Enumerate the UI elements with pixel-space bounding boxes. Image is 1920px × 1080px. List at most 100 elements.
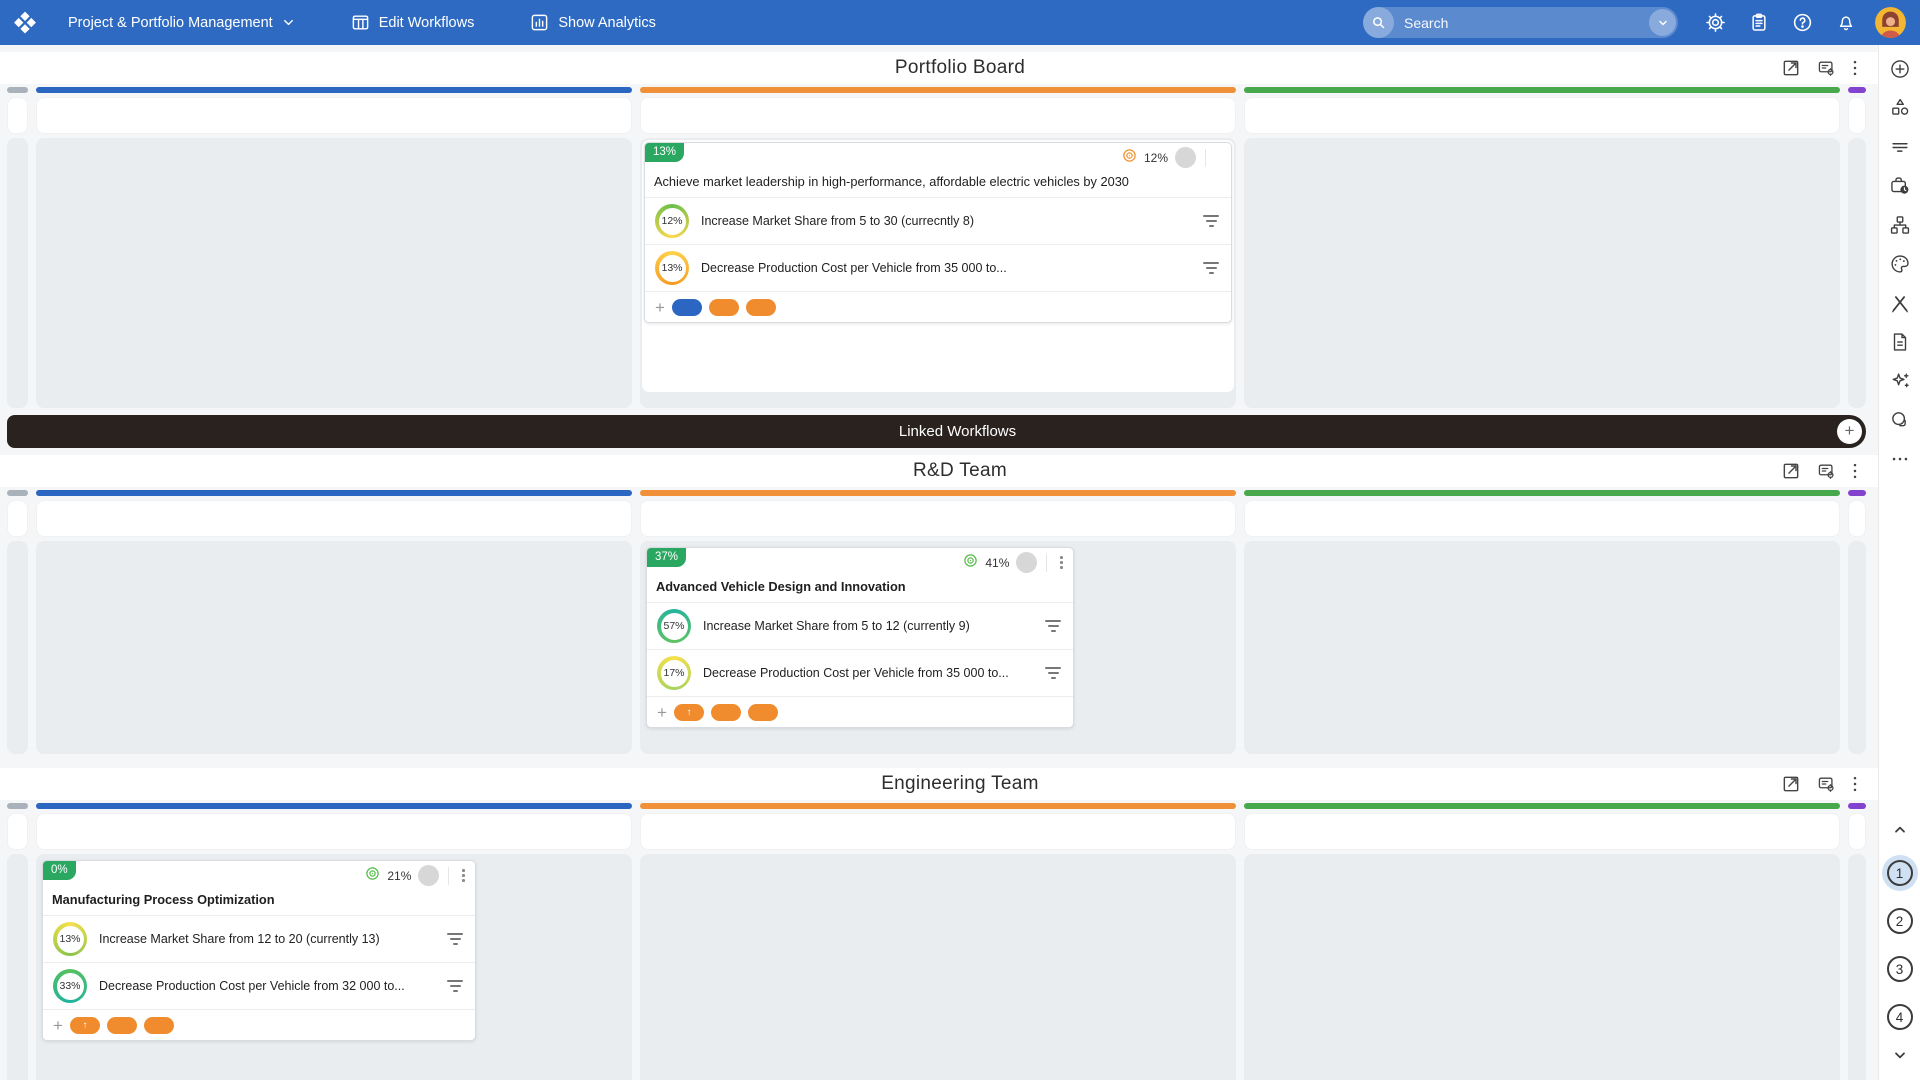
ai-sparkles-icon[interactable] (1889, 370, 1911, 392)
more-options-icon[interactable] (1889, 448, 1911, 470)
top-navbar: Project & Portfolio Management Edit Work… (0, 0, 1920, 45)
column-bar-blue (36, 87, 632, 93)
design-pens-icon[interactable] (1889, 292, 1911, 314)
board-menu-kebab-icon[interactable] (1852, 774, 1858, 794)
workspace-switcher[interactable]: Project & Portfolio Management (68, 15, 295, 31)
card-menu-kebab-icon[interactable] (458, 867, 469, 884)
show-analytics-label: Show Analytics (558, 14, 656, 31)
open-board-icon[interactable] (1781, 58, 1801, 78)
linked-item-pill[interactable] (745, 298, 776, 316)
kr-details-icon[interactable] (1045, 667, 1063, 679)
add-item-icon[interactable] (1889, 58, 1911, 80)
board-cell (640, 854, 1236, 1080)
search-bar[interactable] (1363, 7, 1678, 38)
show-analytics-button[interactable]: Show Analytics (530, 13, 656, 32)
linked-item-pill[interactable] (710, 703, 741, 721)
comments-icon[interactable] (1889, 409, 1911, 431)
kr-details-icon[interactable] (1045, 620, 1063, 632)
column-header-row (7, 97, 1866, 134)
linked-item-pill[interactable] (106, 1016, 137, 1034)
settings-gear-icon[interactable] (1705, 12, 1726, 33)
linked-item-pill[interactable]: ↑ (673, 703, 704, 721)
bar-chart-icon (532, 14, 548, 31)
linked-workflows-label: Linked Workflows (898, 423, 1017, 440)
kr-details-icon[interactable] (1203, 215, 1221, 227)
assignee-avatar[interactable] (1016, 552, 1038, 573)
key-result-row[interactable]: 17% Decrease Production Cost per Vehicle… (647, 650, 1073, 697)
key-result-row[interactable]: 12% Increase Market Share from 5 to 30 (… (645, 198, 1231, 245)
add-key-result-button[interactable]: + (53, 1015, 63, 1035)
board-title: Portfolio Board (894, 57, 1026, 78)
target-percent: 12% (1143, 150, 1168, 165)
search-input[interactable] (1404, 14, 1624, 31)
portfolio-board-section: Portfolio Board (0, 52, 1878, 408)
kr-progress-ring: 57% (657, 609, 691, 643)
objective-card[interactable]: 37% 41% Advanced Vehicle Design and Inno… (646, 547, 1074, 728)
pager-item-1[interactable]: 1 (1881, 855, 1918, 891)
open-board-icon[interactable] (1781, 461, 1801, 481)
key-result-row[interactable]: 33% Decrease Production Cost per Vehicle… (43, 963, 475, 1010)
target-icon (1122, 148, 1137, 168)
add-key-result-button[interactable]: + (655, 297, 665, 317)
edit-workflows-button[interactable]: Edit Workflows (351, 13, 474, 32)
entity-types-icon[interactable] (1889, 97, 1911, 119)
card-menu-kebab-icon[interactable] (1056, 554, 1067, 571)
board-title: R&D Team (913, 460, 1007, 481)
column-header-bars (7, 490, 1866, 496)
pager-item-3[interactable]: 3 (1882, 951, 1918, 987)
target-icon (365, 866, 380, 886)
add-workflow-button[interactable]: + (1837, 419, 1862, 444)
document-icon[interactable] (1889, 331, 1911, 353)
kr-details-icon[interactable] (447, 933, 465, 945)
kr-text: Decrease Production Cost per Vehicle fro… (701, 261, 1007, 275)
assignee-avatar[interactable] (418, 865, 440, 886)
board-settings-icon[interactable] (1816, 774, 1837, 794)
open-board-icon[interactable] (1781, 774, 1801, 794)
linked-item-pill[interactable] (143, 1016, 174, 1034)
notifications-bell-icon[interactable] (1836, 12, 1856, 33)
palette-icon[interactable] (1889, 253, 1911, 275)
kr-text: Decrease Production Cost per Vehicle fro… (99, 979, 405, 993)
help-icon[interactable] (1792, 12, 1813, 33)
kr-text: Increase Market Share from 5 to 30 (curr… (701, 214, 975, 228)
chevron-down-icon (1658, 20, 1667, 25)
pager-up-icon[interactable] (1892, 822, 1908, 843)
board-columns-icon (352, 15, 369, 30)
search-options-button[interactable] (1649, 9, 1676, 36)
board-menu-kebab-icon[interactable] (1852, 461, 1858, 481)
board-cell (1244, 138, 1840, 408)
add-key-result-button[interactable]: + (657, 702, 667, 722)
board-menu-kebab-icon[interactable] (1852, 58, 1858, 78)
kr-details-icon[interactable] (447, 980, 465, 992)
time-tracking-icon[interactable] (1889, 175, 1911, 197)
objective-card[interactable]: 0% 21% Manufacturing Process Optimizatio… (42, 860, 476, 1041)
user-avatar[interactable] (1875, 7, 1906, 38)
key-result-row[interactable]: 13% Increase Market Share from 12 to 20 … (43, 916, 475, 963)
assignee-avatar[interactable] (1175, 147, 1196, 168)
linked-item-pill[interactable] (671, 298, 702, 316)
board-settings-icon[interactable] (1816, 58, 1837, 78)
objective-card[interactable]: 13% 12% Achieve market leadership in hig… (644, 142, 1232, 323)
target-percent: 41% (985, 555, 1010, 570)
progress-badge: 37% (647, 548, 687, 567)
pager-down-icon[interactable] (1892, 1047, 1908, 1068)
key-result-row[interactable]: 13% Decrease Production Cost per Vehicle… (645, 245, 1231, 292)
filter-icon[interactable] (1889, 136, 1911, 158)
hierarchy-icon[interactable] (1889, 214, 1911, 236)
right-toolbar: 1 2 3 4 (1878, 45, 1920, 1080)
linked-item-pill[interactable] (747, 703, 778, 721)
pager-item-2[interactable]: 2 (1882, 903, 1918, 939)
board-cell: 37% 41% Advanced Vehicle Design and Inno… (640, 541, 1236, 754)
linked-workflows-banner: Linked Workflows + (7, 415, 1866, 448)
clipboard-icon[interactable] (1749, 12, 1769, 33)
pager-item-4[interactable]: 4 (1882, 999, 1918, 1035)
kr-details-icon[interactable] (1203, 262, 1221, 274)
rnd-team-section: R&D Team 37% (0, 455, 1878, 754)
linked-item-pill[interactable]: ↑ (69, 1016, 100, 1034)
board-actions (1781, 461, 1858, 481)
board-settings-icon[interactable] (1816, 461, 1837, 481)
kr-progress-ring: 17% (657, 656, 691, 690)
app-logo-icon[interactable] (12, 10, 38, 36)
linked-item-pill[interactable] (708, 298, 739, 316)
key-result-row[interactable]: 57% Increase Market Share from 5 to 12 (… (647, 603, 1073, 650)
